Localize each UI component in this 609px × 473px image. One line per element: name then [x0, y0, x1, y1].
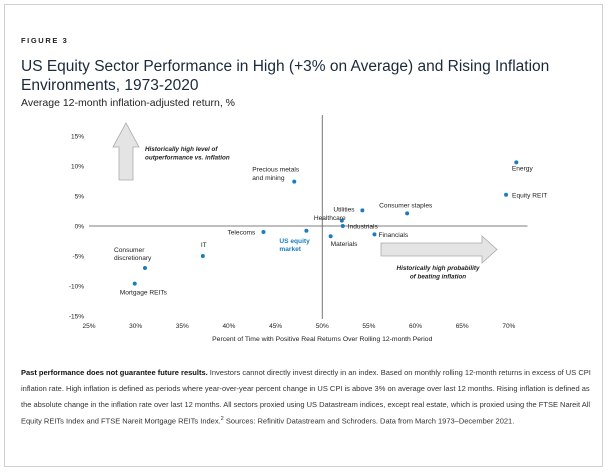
data-point — [261, 230, 266, 234]
data-point-label: discretionary — [114, 255, 152, 262]
data-point-label: Energy — [512, 165, 534, 172]
data-point — [405, 211, 410, 216]
x-tick-label: 50% — [316, 323, 329, 330]
data-point — [504, 192, 509, 197]
annotation-bottom-line: Historically high probability — [397, 265, 480, 272]
data-point-label: Utilities — [333, 206, 355, 213]
x-tick-label: 40% — [222, 323, 235, 330]
annotation-top-line: outperformance vs. inflation — [145, 155, 230, 162]
data-point — [200, 254, 205, 258]
data-point-label: market — [279, 246, 301, 253]
footnote-disclaimer: Past performance does not guarantee futu… — [21, 368, 208, 377]
x-tick-label: 25% — [82, 323, 95, 330]
y-tick-label: 0% — [75, 223, 85, 230]
data-point-label: Materials — [331, 241, 358, 248]
x-tick-label: 55% — [362, 323, 375, 330]
up-arrow-icon — [112, 122, 140, 181]
y-tick-label: -10% — [69, 283, 84, 290]
y-tick-label: 15% — [71, 133, 84, 140]
annotation-bottom-line: of beating inflation — [410, 274, 466, 281]
data-point — [372, 232, 377, 237]
data-point-label: Mortgage REITs — [120, 290, 168, 297]
x-tick-label: 35% — [176, 323, 189, 330]
data-point-label: Industrials — [348, 224, 379, 231]
data-point — [292, 179, 297, 184]
data-point-label: Consumer — [114, 247, 145, 254]
y-tick-label: 10% — [71, 163, 84, 170]
data-point — [360, 208, 365, 213]
x-tick-label: 65% — [456, 323, 469, 330]
data-point — [340, 224, 345, 228]
footnote: Past performance does not guarantee futu… — [21, 365, 593, 430]
x-tick-label: 60% — [409, 323, 422, 330]
figure-frame — [4, 4, 603, 467]
y-tick-label: 5% — [75, 193, 85, 200]
data-point-label: Equity REIT — [512, 192, 547, 199]
data-point-label: Consumer staples — [379, 202, 433, 209]
right-arrow-icon — [380, 235, 498, 264]
y-tick-label: -15% — [69, 313, 84, 320]
x-tick-label: 45% — [269, 323, 282, 330]
data-point-label: Telecoms — [227, 230, 256, 237]
footnote-superscript: 2 — [220, 416, 224, 423]
x-tick-label: 30% — [129, 323, 142, 330]
x-tick-label: 70% — [502, 323, 515, 330]
data-point-label: IT — [201, 242, 207, 249]
data-point — [132, 281, 137, 286]
data-point — [142, 266, 147, 270]
data-point-label: and mining — [252, 175, 285, 182]
chart-subtitle: Average 12-month inflation-adjusted retu… — [21, 97, 236, 109]
chart-title: US Equity Sector Performance in High (+3… — [21, 58, 550, 94]
footnote-sources: Sources: Refinitiv Datastream and Schrod… — [223, 416, 515, 426]
data-point-label: Precious metals — [252, 167, 300, 174]
data-point-label: Financials — [378, 232, 408, 239]
data-point — [514, 160, 519, 165]
footnote-text: Investors cannot directly invest directl… — [21, 368, 591, 426]
data-point — [304, 228, 309, 233]
y-tick-label: -5% — [72, 253, 84, 260]
data-point — [339, 218, 344, 223]
figure-label: FIGURE 3 — [21, 36, 69, 45]
data-point — [328, 234, 333, 239]
x-axis-title: Percent of Time with Positive Real Retur… — [212, 336, 432, 343]
data-point-label: US equity — [279, 238, 310, 245]
data-point-label: Healthcare — [314, 215, 346, 222]
annotation-top-line: Historically high level of — [145, 146, 218, 153]
